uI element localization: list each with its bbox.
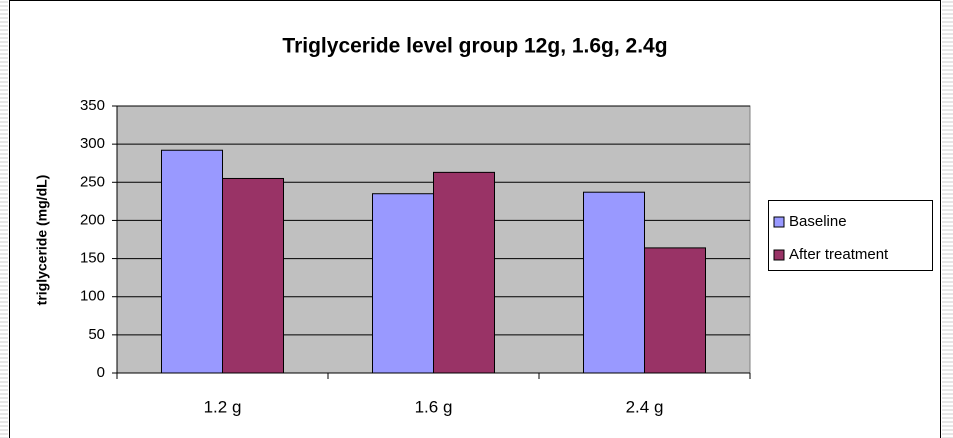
y-tick-label: 250 — [80, 173, 105, 190]
legend-label: Baseline — [789, 213, 847, 230]
bar — [583, 191, 645, 374]
bar — [222, 177, 284, 374]
y-tick-label: 350 — [80, 97, 105, 114]
bar — [644, 247, 706, 374]
y-tick-label: 150 — [80, 250, 105, 267]
legend-label: After treatment — [789, 246, 889, 263]
edge-decoration — [942, 0, 953, 438]
x-tick-label: 1.6 g — [415, 397, 453, 416]
legend — [768, 200, 933, 271]
y-tick-label: 50 — [88, 326, 105, 343]
y-tick-label: 200 — [80, 211, 105, 228]
y-axis-label: triglyceride (mg/dL) — [34, 175, 50, 306]
y-tick-label: 300 — [80, 135, 105, 152]
legend-swatch — [773, 249, 785, 261]
x-tick-label: 1.2 g — [204, 397, 242, 416]
bar — [161, 149, 223, 374]
legend-swatch — [773, 216, 785, 228]
bar — [372, 193, 434, 374]
y-tick-label: 100 — [80, 288, 105, 305]
bar — [433, 171, 495, 374]
y-tick-label: 0 — [97, 364, 105, 381]
x-tick-label: 2.4 g — [626, 397, 664, 416]
edge-decoration — [0, 0, 8, 438]
chart-title: Triglyceride level group 12g, 1.6g, 2.4g — [282, 35, 667, 58]
